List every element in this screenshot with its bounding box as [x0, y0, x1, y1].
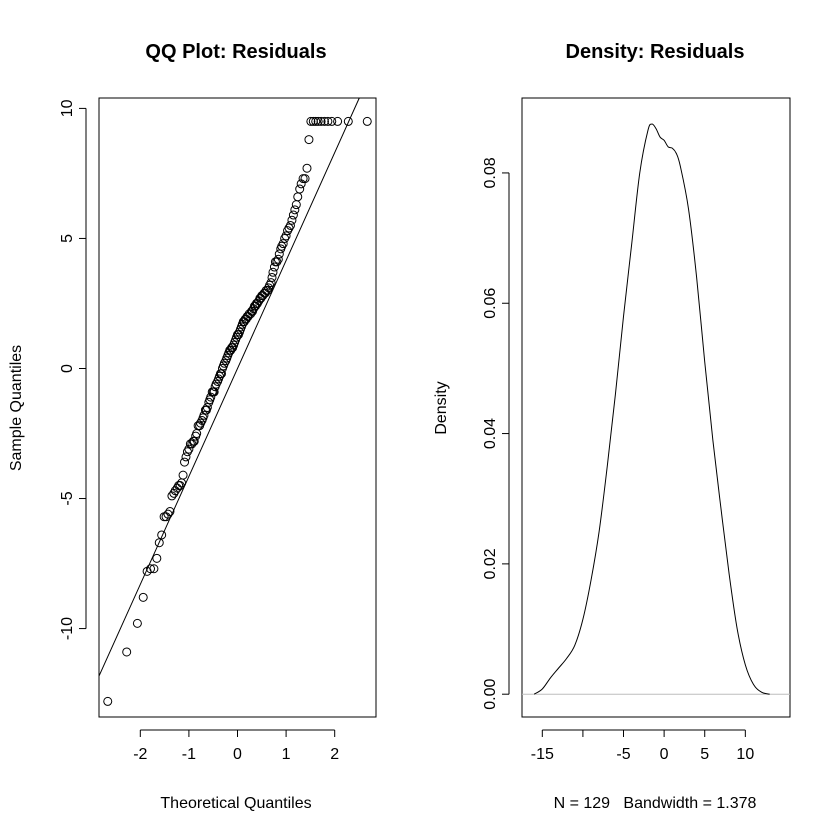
qq-point — [180, 457, 190, 467]
qq-y-axis-title: Sample Quantiles — [8, 345, 25, 471]
qq-point — [165, 507, 175, 517]
density-y-tick-label: 0.00 — [482, 679, 499, 710]
qq-point — [304, 135, 314, 145]
qq-point — [277, 241, 287, 251]
qq-point — [283, 226, 293, 236]
qq-point — [302, 163, 312, 173]
density-panel: Density: Residuals -15 -5 0 5 10 0.000.020.0… — [433, 41, 791, 812]
qq-point — [211, 379, 221, 389]
qq-point — [199, 410, 209, 420]
qq-y-tick-label: -5 — [59, 491, 76, 505]
qq-point — [266, 278, 276, 288]
qq-point — [267, 272, 277, 282]
qq-point — [323, 116, 333, 126]
qq-point — [327, 116, 337, 126]
qq-x-tick-label: -1 — [182, 746, 196, 763]
qq-point — [181, 452, 191, 462]
density-y-axis-title: Density — [433, 381, 450, 434]
qq-point — [175, 481, 185, 491]
qq-point — [103, 696, 113, 706]
qq-y-axis: -10 -5 0 5 10 — [59, 99, 87, 640]
qq-point — [316, 116, 326, 126]
qq-point — [306, 116, 316, 126]
qq-x-tick-label: 1 — [282, 746, 291, 763]
qq-point — [284, 223, 294, 233]
qq-point — [300, 174, 310, 184]
qq-point — [313, 116, 323, 126]
density-x-axis: -15 -5 0 5 10 — [531, 729, 754, 763]
qq-reference-line — [98, 97, 360, 677]
qq-point — [311, 116, 321, 126]
qq-point — [362, 116, 372, 126]
density-title: Density: Residuals — [566, 41, 745, 63]
qq-point — [154, 538, 164, 548]
qq-points — [103, 116, 372, 706]
density-x-tick-label: -5 — [616, 746, 630, 763]
qq-x-axis-title: Theoretical Quantiles — [160, 795, 311, 812]
qq-point — [268, 267, 278, 277]
qq-point — [295, 184, 305, 194]
density-y-tick-label: 0.08 — [482, 157, 499, 188]
qq-point — [219, 358, 229, 368]
qq-point — [138, 592, 148, 602]
qq-point — [132, 618, 142, 628]
density-y-tick-label: 0.02 — [482, 548, 499, 579]
density-x-tick-label: -15 — [531, 746, 554, 763]
density-y-tick-label: 0.06 — [482, 288, 499, 319]
density-x-tick-label: 10 — [736, 746, 754, 763]
qq-point — [187, 439, 197, 449]
qq-reference-line-group — [98, 97, 360, 677]
qq-point — [288, 210, 298, 220]
qq-x-axis: -2 -1 0 1 2 — [133, 729, 339, 763]
qq-title: QQ Plot: Residuals — [145, 41, 326, 63]
qq-point — [333, 116, 343, 126]
density-y-tick-label: 0.04 — [482, 418, 499, 449]
density-curve — [533, 123, 770, 695]
qq-point — [184, 444, 194, 454]
qq-point — [281, 231, 291, 241]
qq-y-tick-label: -10 — [59, 617, 76, 640]
qq-y-tick-label: 0 — [59, 364, 76, 373]
qq-point — [196, 418, 206, 428]
qq-point — [269, 262, 279, 272]
qq-point — [146, 564, 156, 574]
qq-point — [285, 220, 295, 230]
qq-y-tick-label: 10 — [59, 99, 76, 117]
qq-point — [319, 116, 329, 126]
density-x-tick-label: 5 — [700, 746, 709, 763]
density-x-axis-title: N = 129 Bandwidth = 1.378 — [554, 795, 757, 812]
qq-x-tick-label: -2 — [133, 746, 147, 763]
qq-point — [343, 116, 353, 126]
density-x-tick-label: 0 — [660, 746, 669, 763]
density-plot-frame — [521, 97, 791, 718]
qq-point — [265, 280, 275, 290]
qq-point — [272, 257, 282, 267]
qq-plot-frame — [98, 97, 377, 718]
qq-point — [273, 254, 283, 264]
qq-y-tick-label: 5 — [59, 234, 76, 243]
qq-point — [182, 447, 192, 457]
qq-point — [163, 509, 173, 519]
qq-point — [202, 403, 212, 412]
qq-point — [152, 553, 162, 563]
density-y-axis: 0.00 0.02 0.04 0.06 0.08 — [482, 157, 510, 710]
qq-point — [287, 215, 297, 225]
qq-point — [178, 470, 188, 480]
qq-point — [149, 564, 159, 574]
qq-point — [172, 483, 182, 493]
qq-point — [122, 647, 132, 657]
qq-point — [278, 239, 288, 249]
qq-x-tick-label: 2 — [330, 746, 339, 763]
qq-point — [157, 530, 167, 540]
qq-point — [280, 233, 290, 243]
qq-point — [274, 249, 284, 259]
qq-x-tick-label: 0 — [233, 746, 242, 763]
qq-point — [189, 436, 199, 446]
qq-point — [290, 205, 300, 215]
